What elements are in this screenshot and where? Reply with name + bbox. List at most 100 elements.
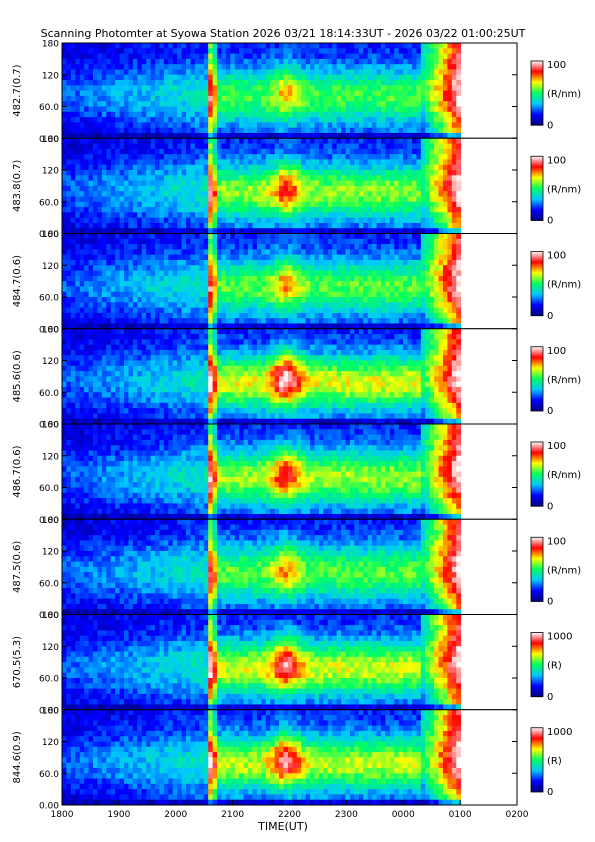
heatmap-cell bbox=[287, 249, 293, 256]
heatmap-cell bbox=[199, 244, 205, 250]
heatmap-cell bbox=[155, 101, 160, 107]
heatmap-cell bbox=[159, 196, 165, 203]
heatmap-cell bbox=[93, 259, 98, 266]
heatmap-cell bbox=[310, 69, 315, 76]
heatmap-cell bbox=[163, 69, 169, 76]
heatmap-cell bbox=[256, 58, 262, 65]
heatmap-cell bbox=[434, 244, 439, 250]
heatmap-cell bbox=[243, 233, 249, 240]
heatmap-cell bbox=[194, 286, 200, 293]
heatmap-cell bbox=[70, 349, 76, 356]
heatmap-cell bbox=[438, 270, 444, 277]
heatmap-cell bbox=[252, 175, 258, 181]
heatmap-cell bbox=[141, 58, 147, 65]
heatmap-cell bbox=[292, 154, 298, 160]
heatmap-cell bbox=[243, 170, 249, 176]
heatmap-cell bbox=[429, 180, 435, 187]
heatmap-cell bbox=[292, 302, 298, 308]
heatmap-cell bbox=[332, 318, 338, 324]
heatmap-cell bbox=[70, 117, 76, 123]
heatmap-cell bbox=[208, 212, 214, 219]
heatmap-cell bbox=[367, 254, 373, 261]
heatmap-cell bbox=[97, 159, 103, 166]
heatmap-cell bbox=[119, 43, 125, 49]
heatmap-cell bbox=[456, 217, 462, 224]
heatmap-cell bbox=[323, 43, 329, 49]
heatmap-cell bbox=[230, 170, 236, 176]
heatmap-cell bbox=[119, 85, 125, 92]
heatmap-cell bbox=[270, 143, 276, 150]
heatmap-cell bbox=[110, 117, 116, 123]
heatmap-cell bbox=[70, 312, 76, 319]
heatmap-cell bbox=[150, 80, 156, 86]
heatmap-cell bbox=[296, 270, 302, 277]
heatmap-cell bbox=[296, 101, 302, 107]
heatmap-cell bbox=[146, 323, 151, 330]
heatmap-cell bbox=[150, 323, 156, 330]
heatmap-cell bbox=[287, 281, 293, 287]
heatmap-cell bbox=[256, 259, 262, 266]
heatmap-cell bbox=[425, 170, 431, 176]
heatmap-cell bbox=[265, 43, 271, 49]
heatmap-cell bbox=[389, 164, 395, 171]
heatmap-cell bbox=[323, 101, 329, 107]
heatmap-cell bbox=[270, 222, 276, 229]
heatmap-cell bbox=[376, 318, 382, 324]
heatmap-cell bbox=[93, 207, 98, 213]
heatmap-cell bbox=[172, 95, 178, 102]
heatmap-cell bbox=[88, 318, 94, 324]
heatmap-cell bbox=[283, 170, 289, 176]
heatmap-cell bbox=[190, 164, 196, 171]
heatmap-cell bbox=[168, 275, 174, 282]
heatmap-cell bbox=[203, 85, 209, 92]
heatmap-cell bbox=[75, 334, 81, 340]
heatmap-cell bbox=[314, 154, 320, 160]
heatmap-cell bbox=[208, 58, 214, 65]
heatmap-cell bbox=[318, 48, 324, 54]
heatmap-cell bbox=[159, 175, 165, 181]
heatmap-cell bbox=[248, 291, 253, 298]
heatmap-cell bbox=[332, 270, 338, 277]
heatmap-cell bbox=[327, 48, 333, 54]
heatmap-cell bbox=[318, 95, 324, 102]
heatmap-cell bbox=[363, 270, 369, 277]
heatmap-cell bbox=[106, 80, 112, 86]
heatmap-cell bbox=[225, 291, 231, 298]
heatmap-cell bbox=[451, 175, 457, 181]
heatmap-cell bbox=[146, 53, 151, 60]
heatmap-cell bbox=[62, 143, 67, 150]
heatmap-cell bbox=[372, 159, 377, 166]
heatmap-cell bbox=[274, 170, 280, 176]
heatmap-cell bbox=[301, 69, 307, 76]
heatmap-cell bbox=[101, 254, 107, 261]
heatmap-cell bbox=[323, 148, 329, 155]
heatmap-cell bbox=[438, 170, 444, 176]
heatmap-cell bbox=[305, 117, 311, 123]
heatmap-cell bbox=[265, 164, 271, 171]
heatmap-cell bbox=[79, 80, 85, 86]
heatmap-cell bbox=[310, 291, 315, 298]
heatmap-cell bbox=[172, 69, 178, 76]
heatmap-cell bbox=[146, 127, 151, 134]
heatmap-cell bbox=[84, 143, 89, 150]
heatmap-cell bbox=[128, 275, 134, 282]
heatmap-cell bbox=[155, 48, 160, 54]
heatmap-cell bbox=[217, 291, 222, 298]
heatmap-cell bbox=[442, 265, 448, 271]
heatmap-cell bbox=[429, 170, 435, 176]
heatmap-cell bbox=[230, 90, 236, 97]
heatmap-cell bbox=[407, 43, 413, 49]
heatmap-cell bbox=[296, 191, 302, 197]
heatmap-cell bbox=[385, 212, 391, 219]
heatmap-cell bbox=[230, 259, 236, 266]
heatmap-cell bbox=[434, 111, 439, 118]
heatmap-cell bbox=[172, 275, 178, 282]
heatmap-cell bbox=[389, 117, 395, 123]
heatmap-cell bbox=[75, 291, 81, 298]
heatmap-cell bbox=[425, 148, 431, 155]
colorbar bbox=[530, 155, 544, 221]
heatmap-cell bbox=[141, 53, 147, 60]
heatmap-cell bbox=[186, 207, 191, 213]
heatmap-cell bbox=[248, 207, 253, 213]
heatmap-cell bbox=[137, 244, 143, 250]
